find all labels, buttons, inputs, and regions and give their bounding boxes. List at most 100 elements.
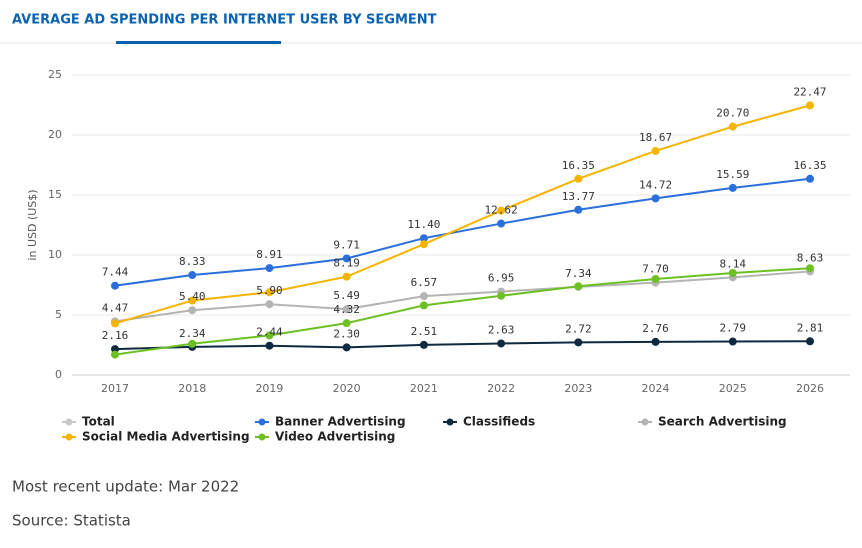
legend-dot [258,418,266,426]
data-point [265,264,274,273]
data-point [497,219,506,228]
value-label: 11.40 [407,218,440,231]
value-label: 16.35 [562,159,595,172]
value-label: 2.79 [720,322,747,335]
series-line [114,104,811,325]
data-point [342,305,351,314]
value-label: 15.59 [716,168,749,181]
series-line [114,340,811,351]
x-tick-label: 2018 [178,382,206,395]
data-point [265,341,274,350]
data-point [574,338,583,347]
legend-dot [446,418,454,426]
value-label: 2.81 [797,321,824,334]
value-label: 7.44 [102,266,129,279]
data-point [111,345,119,354]
value-label: 9.71 [333,238,360,251]
data-point [651,337,660,346]
data-point [728,122,737,131]
data-point [419,292,428,301]
legend-label: Total [82,415,115,429]
data-point [188,296,197,305]
data-point [497,206,506,215]
data-point [111,319,119,328]
value-label: 2.34 [179,327,206,340]
value-label: 4.47 [102,301,129,314]
data-point [497,291,506,300]
footer-source: Source: Statista [12,512,131,530]
value-label: 13.77 [562,190,595,203]
value-label: 2.44 [256,326,283,339]
data-point [342,254,351,263]
value-label: 12.62 [485,204,518,217]
value-label: 2.63 [488,323,515,336]
value-label: 2.30 [333,327,360,340]
data-point [806,337,814,346]
data-point [651,194,660,203]
value-label: 14.72 [639,178,672,191]
data-point [651,275,660,283]
value-label: 2.16 [102,329,129,342]
value-label: 16.35 [793,159,826,172]
value-label: 22.47 [793,85,826,98]
series-line [114,270,811,323]
data-point [651,146,660,155]
title-underline [116,41,281,44]
y-axis-label: in USD (US$) [26,189,39,260]
legend-dot [65,418,73,426]
legend-label: Banner Advertising [275,415,406,429]
data-point [342,343,351,352]
data-point [188,271,197,280]
x-tick-label: 2020 [333,382,361,395]
x-tick-label: 2021 [410,382,438,395]
value-label: 18.67 [639,131,672,144]
data-point [265,331,274,340]
value-label: 8.19 [333,257,360,270]
value-label: 2.76 [642,322,669,335]
y-tick-label: 5 [55,308,62,321]
x-tick-label: 2026 [796,382,824,395]
legend-dot [641,418,649,426]
value-label: 7.34 [565,267,592,280]
value-label: 6.95 [488,272,515,285]
y-tick-label: 25 [48,68,62,81]
value-label: 2.51 [411,325,438,338]
value-label: 8.63 [797,251,824,264]
data-point [497,339,506,348]
series-line [114,177,811,287]
data-point [342,319,351,328]
value-label: 6.57 [411,276,438,289]
data-point [419,234,428,243]
x-tick-label: 2023 [564,382,592,395]
data-point [188,306,197,315]
data-point [265,288,274,297]
data-point [342,272,351,281]
data-point [728,183,737,192]
data-point [419,240,428,249]
data-point [574,174,583,183]
legend-label: Video Advertising [275,430,395,444]
chart-title: AVERAGE AD SPENDING PER INTERNET USER BY… [12,13,437,28]
data-point [806,101,814,110]
data-point [728,269,737,277]
y-tick-label: 0 [55,368,62,381]
series-line [114,267,811,356]
footer-update: Most recent update: Mar 2022 [12,478,239,496]
data-point [188,339,197,348]
x-tick-label: 2017 [101,382,129,395]
value-label: 8.91 [256,248,283,261]
value-label: 2.72 [565,322,592,335]
data-point [806,174,814,183]
value-label: 8.33 [179,255,206,268]
y-tick-label: 15 [48,188,62,201]
data-point [419,301,428,310]
y-tick-label: 10 [48,248,62,261]
x-tick-label: 2019 [255,382,283,395]
x-tick-label: 2024 [642,382,670,395]
value-label: 5.90 [256,284,283,297]
value-label: 20.70 [716,107,749,120]
legend-dot [65,433,73,441]
x-tick-label: 2025 [719,382,747,395]
x-tick-label: 2022 [487,382,515,395]
data-point [728,337,737,346]
